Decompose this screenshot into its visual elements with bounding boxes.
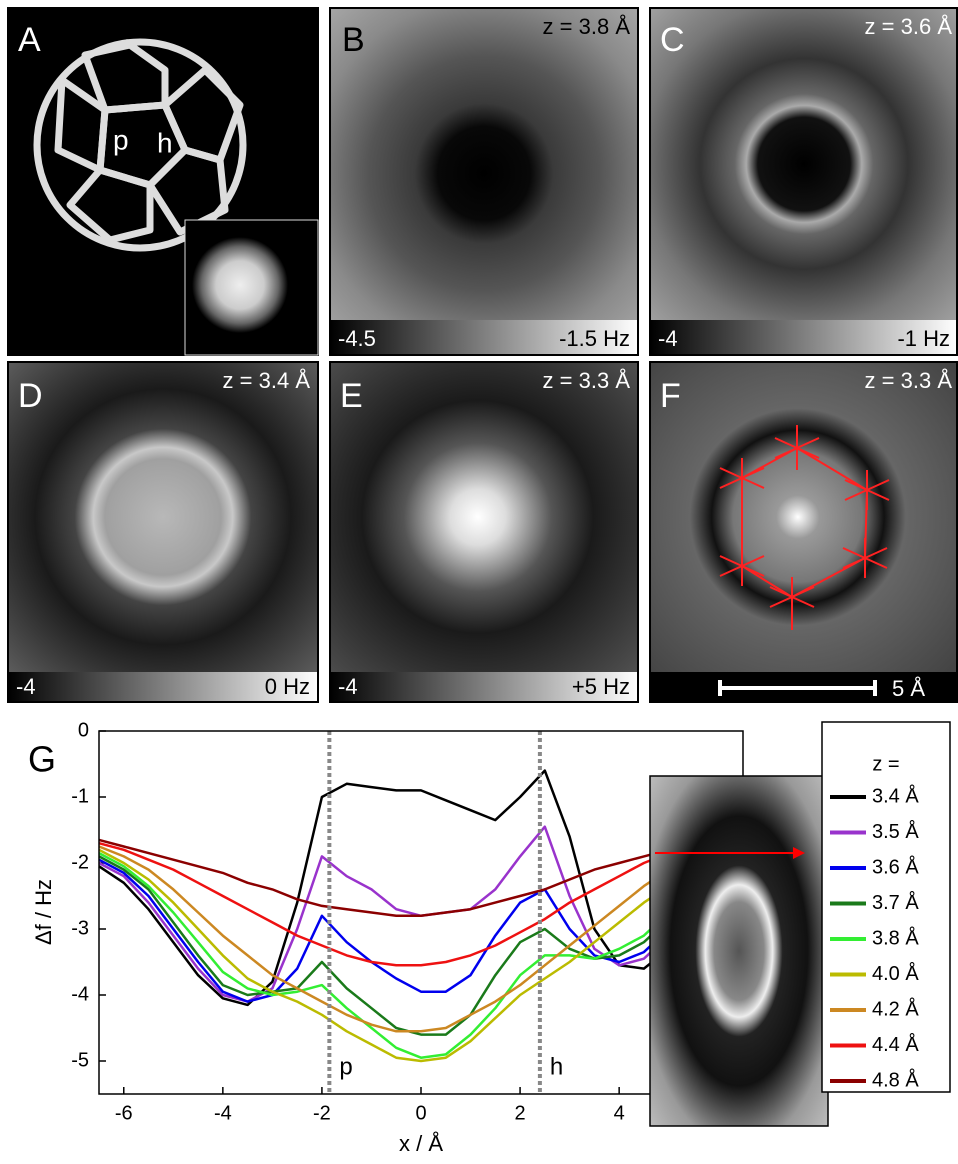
marker-label: p bbox=[339, 1053, 352, 1080]
y-tick-label: -2 bbox=[71, 851, 89, 873]
colorbar-max: +5 Hz bbox=[572, 674, 630, 699]
legend-label: 4.8 Å bbox=[872, 1068, 919, 1091]
legend-label: 3.5 Å bbox=[872, 820, 919, 843]
scale-bar-label: 5 Å bbox=[892, 676, 925, 701]
y-tick-label: -1 bbox=[71, 785, 89, 807]
panel-a: A p h bbox=[8, 8, 318, 355]
colorbar-min: -4 bbox=[16, 674, 36, 699]
panel-letter: C bbox=[660, 21, 685, 59]
figure: A p h B z = 3.8 Å -4.5 -1.5 Hz C z = 3.6… bbox=[0, 0, 958, 1159]
x-tick-label: -6 bbox=[115, 1102, 133, 1124]
height-label: z = 3.6 Å bbox=[865, 14, 953, 39]
panel-letter: F bbox=[660, 377, 681, 415]
panel-c: C z = 3.6 Å -4 -1 Hz bbox=[650, 8, 958, 355]
panel-f: F z = 3.3 Å 5 Å bbox=[650, 362, 958, 702]
legend-label: 4.0 Å bbox=[872, 962, 919, 985]
marker-label: h bbox=[550, 1053, 563, 1080]
legend-label: 4.2 Å bbox=[872, 997, 919, 1020]
x-tick-label: 0 bbox=[415, 1102, 426, 1124]
colorbar-min: -4.5 bbox=[338, 326, 376, 351]
y-axis-label: Δf / Hz bbox=[31, 879, 56, 945]
panel-b: B z = 3.8 Å -4.5 -1.5 Hz bbox=[330, 8, 638, 355]
y-tick-label: -4 bbox=[71, 983, 89, 1005]
panel-d: D z = 3.4 Å -4 0 Hz bbox=[8, 362, 318, 702]
legend-label: 4.4 Å bbox=[872, 1033, 919, 1056]
height-label: z = 3.3 Å bbox=[543, 368, 631, 393]
height-label: z = 3.4 Å bbox=[223, 368, 311, 393]
x-tick-label: -4 bbox=[214, 1102, 232, 1124]
panel-e: E z = 3.3 Å -4 +5 Hz bbox=[330, 362, 638, 702]
y-tick-label: 0 bbox=[78, 719, 89, 741]
legend-label: 3.4 Å bbox=[872, 784, 919, 807]
legend-label: 3.6 Å bbox=[872, 855, 919, 878]
height-label: z = 3.8 Å bbox=[543, 14, 631, 39]
site-label: p bbox=[113, 124, 129, 155]
legend-label: 3.7 Å bbox=[872, 891, 919, 914]
colorbar-min: -4 bbox=[658, 326, 678, 351]
panel-letter: G bbox=[28, 739, 56, 780]
colorbar-max: -1 Hz bbox=[897, 326, 950, 351]
panel-letter: D bbox=[18, 377, 43, 415]
inset bbox=[650, 776, 828, 1126]
colorbar-max: 0 Hz bbox=[265, 674, 310, 699]
panel-letter: A bbox=[18, 21, 41, 59]
panel-letter: B bbox=[342, 21, 365, 59]
x-tick-label: 4 bbox=[614, 1102, 625, 1124]
x-tick-label: 2 bbox=[515, 1102, 526, 1124]
colorbar-max: -1.5 Hz bbox=[559, 326, 630, 351]
site-label: h bbox=[157, 127, 173, 158]
x-tick-label: -2 bbox=[313, 1102, 331, 1124]
x-axis-label: x / Å bbox=[399, 1131, 443, 1156]
colorbar-min: -4 bbox=[338, 674, 358, 699]
legend-label: 3.8 Å bbox=[872, 926, 919, 949]
panel-letter: E bbox=[340, 377, 363, 415]
y-tick-label: -3 bbox=[71, 917, 89, 939]
legend-title: z = bbox=[872, 753, 899, 775]
y-tick-label: -5 bbox=[71, 1049, 89, 1071]
height-label: z = 3.3 Å bbox=[865, 368, 953, 393]
